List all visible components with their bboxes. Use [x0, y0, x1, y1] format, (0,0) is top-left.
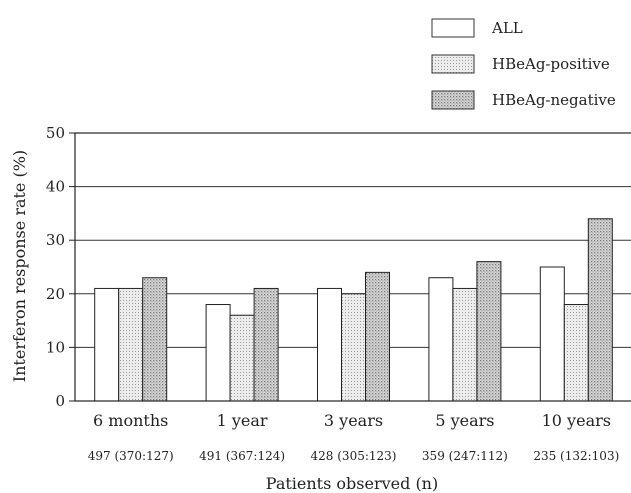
legend-label-hbeag-negative: HBeAg-negative — [492, 91, 616, 109]
patient-count-label: 235 (132:103) — [533, 449, 619, 463]
legend-label-hbeag-positive: HBeAg-positive — [492, 55, 610, 73]
y-tick-label: 0 — [55, 392, 65, 410]
x-tick-label: 6 months — [93, 411, 168, 430]
bar-hbeag-positive-4 — [563, 304, 589, 402]
x-axis-label: Patients observed (n) — [266, 474, 438, 493]
legend-item-hbeag-negative: HBeAg-negative — [431, 90, 616, 110]
legend-swatch-hbeag-negative — [431, 90, 475, 110]
patient-counts: 497 (370:127) 491 (367:124) 428 (305:123) 3… — [88, 449, 620, 463]
bar-hbeag-negative-3 — [476, 261, 502, 402]
bar-hbeag-positive-1 — [229, 314, 255, 402]
y-tick-label: 30 — [46, 231, 65, 249]
legend: ALL HBeAg-positive HBeAg-negative — [431, 18, 616, 110]
patient-count-label: 491 (367:124) — [199, 449, 285, 463]
bar-hbeag-positive-3 — [452, 287, 478, 402]
x-tick-label: 10 years — [542, 411, 611, 430]
legend-swatch-hbeag-positive — [431, 54, 475, 74]
bar-hbeag-negative-1 — [253, 287, 279, 402]
patient-count-label: 497 (370:127) — [88, 449, 174, 463]
bar-hbeag-negative-2 — [365, 271, 390, 402]
bar-all-2 — [317, 287, 342, 402]
bar-all-3 — [428, 277, 454, 402]
patient-count-label: 428 (305:123) — [311, 449, 397, 463]
x-tick-label: 1 year — [217, 411, 268, 430]
x-tick-label: 5 years — [435, 411, 494, 430]
legend-label-all: ALL — [491, 19, 523, 37]
plot-area-frame — [74, 132, 631, 402]
bars — [94, 218, 613, 402]
patient-count-label: 359 (247:112) — [422, 449, 508, 463]
y-axis: 0 10 20 30 40 50 — [46, 124, 75, 410]
bar-hbeag-positive-0 — [118, 287, 144, 402]
bar-hbeag-negative-0 — [142, 277, 168, 402]
bar-all-4 — [539, 266, 565, 402]
y-tick-label: 40 — [46, 178, 65, 196]
y-axis-label: Interferon response rate (%) — [10, 150, 29, 382]
bar-all-1 — [205, 304, 231, 402]
x-axis: 6 months 1 year 3 years 5 years 10 years — [93, 411, 611, 430]
bar-all-0 — [94, 287, 120, 402]
x-tick-label: 3 years — [324, 411, 383, 430]
legend-item-all: ALL — [431, 18, 523, 38]
bar-hbeag-positive-2 — [341, 293, 366, 402]
y-tick-label: 10 — [46, 338, 65, 356]
legend-swatch-all — [431, 18, 475, 38]
legend-item-hbeag-positive: HBeAg-positive — [431, 54, 610, 74]
y-tick-label: 50 — [46, 124, 65, 142]
bar-hbeag-negative-4 — [587, 218, 613, 402]
y-tick-label: 20 — [46, 285, 65, 303]
